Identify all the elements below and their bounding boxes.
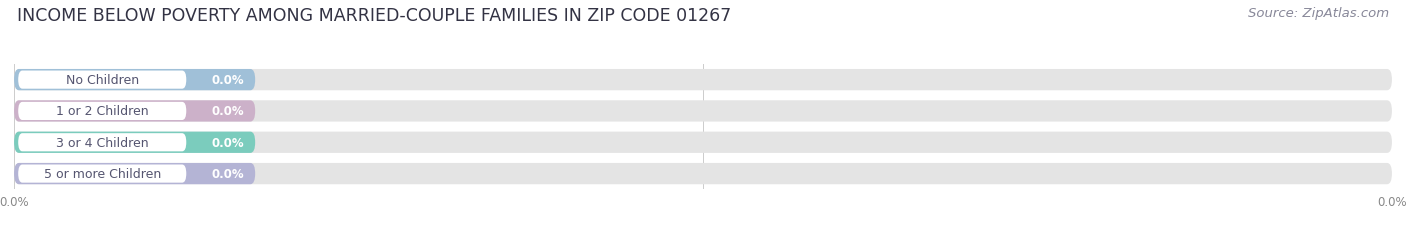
Text: 0.0%: 0.0% — [211, 167, 245, 180]
Text: Source: ZipAtlas.com: Source: ZipAtlas.com — [1249, 7, 1389, 20]
FancyBboxPatch shape — [14, 163, 1392, 184]
FancyBboxPatch shape — [18, 71, 186, 89]
Text: No Children: No Children — [66, 74, 139, 87]
FancyBboxPatch shape — [18, 102, 186, 121]
FancyBboxPatch shape — [14, 70, 1392, 91]
FancyBboxPatch shape — [14, 101, 256, 122]
FancyBboxPatch shape — [18, 134, 186, 152]
FancyBboxPatch shape — [18, 165, 186, 183]
FancyBboxPatch shape — [14, 70, 256, 91]
FancyBboxPatch shape — [14, 132, 1392, 153]
Text: 1 or 2 Children: 1 or 2 Children — [56, 105, 149, 118]
Text: 0.0%: 0.0% — [211, 105, 245, 118]
FancyBboxPatch shape — [14, 163, 256, 184]
FancyBboxPatch shape — [14, 132, 256, 153]
FancyBboxPatch shape — [14, 101, 1392, 122]
Text: INCOME BELOW POVERTY AMONG MARRIED-COUPLE FAMILIES IN ZIP CODE 01267: INCOME BELOW POVERTY AMONG MARRIED-COUPL… — [17, 7, 731, 25]
Text: 0.0%: 0.0% — [211, 74, 245, 87]
Text: 5 or more Children: 5 or more Children — [44, 167, 160, 180]
Text: 0.0%: 0.0% — [211, 136, 245, 149]
Text: 3 or 4 Children: 3 or 4 Children — [56, 136, 149, 149]
